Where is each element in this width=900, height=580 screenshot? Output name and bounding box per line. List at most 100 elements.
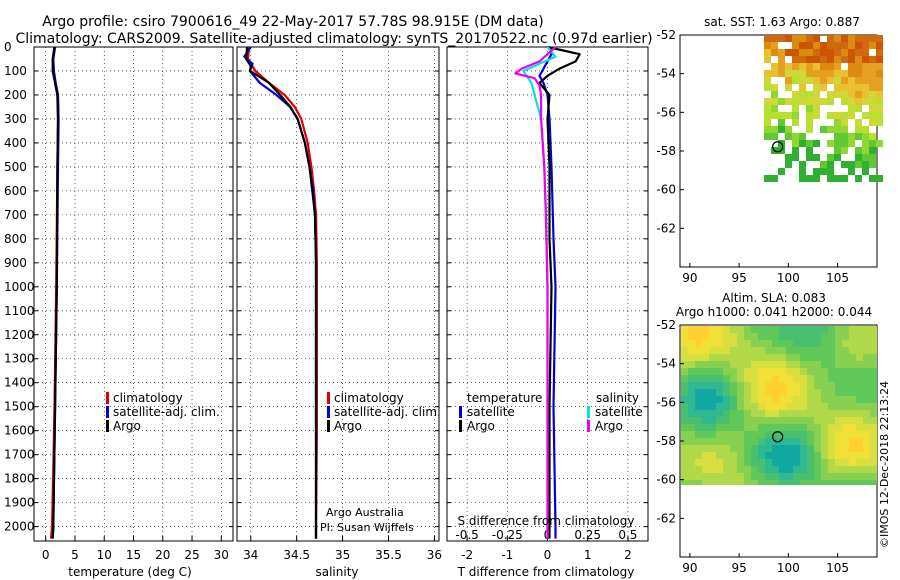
- sst-cell: [848, 63, 855, 70]
- sst-cell: [813, 140, 820, 147]
- sst-cell: [771, 133, 778, 140]
- sla-cell: [786, 438, 793, 445]
- sla-cell: [863, 445, 870, 452]
- sla-cell: [681, 389, 688, 396]
- sst-cell: [827, 154, 834, 161]
- sla-cell: [814, 417, 821, 424]
- sst-cell: [778, 119, 785, 126]
- sla-cell: [730, 375, 737, 382]
- sla-cell: [730, 333, 737, 340]
- sla-cell: [856, 375, 863, 382]
- sla-cell: [807, 333, 814, 340]
- sla-cell: [758, 466, 765, 473]
- sst-cell: [855, 133, 862, 140]
- sst-cell: [876, 84, 883, 91]
- sla-cell: [681, 361, 688, 368]
- sst-cell: [855, 98, 862, 105]
- sla-cell: [821, 438, 828, 445]
- map-y-tick-label: -54: [656, 67, 676, 81]
- sla-cell: [779, 354, 786, 361]
- sst-cell: [764, 56, 771, 63]
- sla-cell: [737, 389, 744, 396]
- sla-cell: [842, 396, 849, 403]
- sst-cell: [792, 56, 799, 63]
- sla-cell: [737, 459, 744, 466]
- sla-cell: [821, 333, 828, 340]
- sla-cell: [751, 466, 758, 473]
- sla-cell: [779, 452, 786, 459]
- sst-cell: [827, 63, 834, 70]
- sla-cell: [709, 452, 716, 459]
- sla-cell: [870, 480, 877, 485]
- sst-cell: [841, 35, 848, 42]
- sla-cell: [751, 403, 758, 410]
- sla-cell: [800, 403, 807, 410]
- sla-cell: [744, 375, 751, 382]
- sst-cell: [827, 35, 834, 42]
- sla-cell: [751, 340, 758, 347]
- sla-cell: [730, 368, 737, 375]
- sst-cell: [764, 126, 771, 133]
- sla-cell: [793, 340, 800, 347]
- sst-cell: [820, 63, 827, 70]
- sla-cell: [688, 382, 695, 389]
- sla-cell: [709, 361, 716, 368]
- sst-cell: [792, 112, 799, 119]
- sla-cell: [800, 459, 807, 466]
- sla-cell: [828, 340, 835, 347]
- sla-cell: [856, 424, 863, 431]
- sst-cell: [827, 112, 834, 119]
- sla-cell: [751, 459, 758, 466]
- sla-cell: [800, 396, 807, 403]
- sst-cell: [771, 70, 778, 77]
- sla-cell: [800, 361, 807, 368]
- sst-cell: [813, 175, 820, 182]
- sst-cell: [820, 126, 827, 133]
- sla-cell: [744, 333, 751, 340]
- sla-cell: [744, 480, 751, 485]
- salinity-legend: climatology satellite-adj. clim. Argo: [327, 391, 441, 433]
- sla-cell: [765, 361, 772, 368]
- sla-cell: [758, 368, 765, 375]
- sla-cell: [835, 340, 842, 347]
- sla-cell: [730, 382, 737, 389]
- sla-cell: [772, 361, 779, 368]
- sla-cell: [800, 417, 807, 424]
- sla-cell: [828, 431, 835, 438]
- sla-cell: [779, 473, 786, 480]
- sla-cell: [765, 424, 772, 431]
- sla-cell: [828, 445, 835, 452]
- sla-cell: [730, 452, 737, 459]
- series-line-temperature-argo: [538, 45, 581, 539]
- sla-cell: [688, 333, 695, 340]
- sst-cell: [848, 56, 855, 63]
- sla-cell: [849, 361, 856, 368]
- sla-cell: [814, 361, 821, 368]
- sst-cell: [855, 84, 862, 91]
- sst-cell: [806, 112, 813, 119]
- legend-swatch-climatology: [327, 392, 330, 404]
- sla-cell: [709, 382, 716, 389]
- sla-cell: [835, 424, 842, 431]
- sla-cell: [793, 347, 800, 354]
- sla-cell: [786, 480, 793, 485]
- sla-cell: [688, 340, 695, 347]
- sla-cell: [758, 410, 765, 417]
- sst-cell: [841, 56, 848, 63]
- sst-cell: [764, 105, 771, 112]
- sla-cell: [737, 326, 744, 333]
- sla-cell: [723, 347, 730, 354]
- sla-cell: [751, 333, 758, 340]
- sla-cell: [723, 431, 730, 438]
- sst-cell: [771, 175, 778, 182]
- sla-cell: [702, 452, 709, 459]
- sla-cell: [870, 473, 877, 480]
- sla-cell: [821, 410, 828, 417]
- sla-cell: [821, 431, 828, 438]
- sla-cell: [807, 445, 814, 452]
- sla-cell: [737, 354, 744, 361]
- sla-cell: [849, 452, 856, 459]
- sla-cell: [842, 417, 849, 424]
- sla-cell: [716, 347, 723, 354]
- sla-cell: [779, 389, 786, 396]
